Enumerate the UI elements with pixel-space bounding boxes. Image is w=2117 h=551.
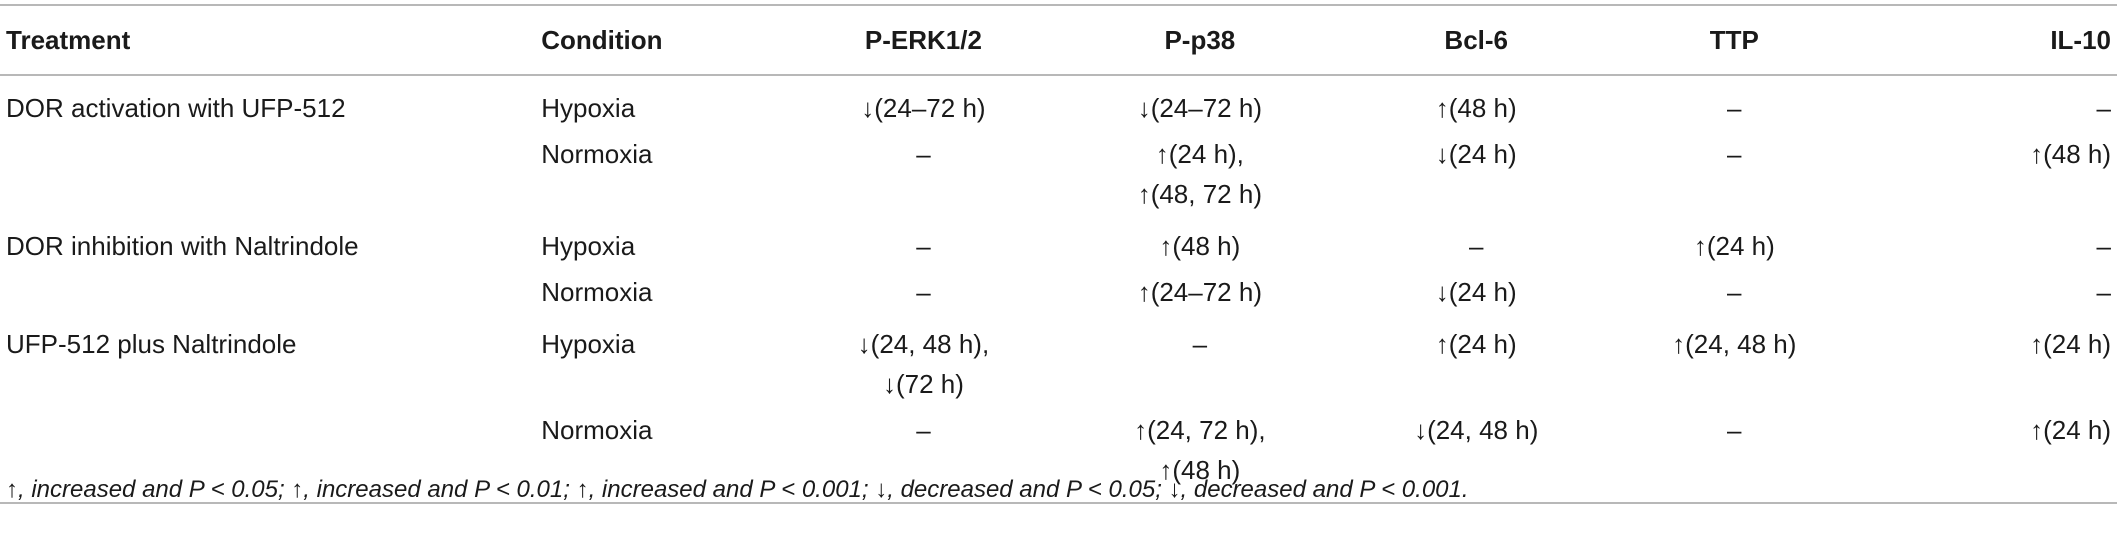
cell-il10: ↑(24 h) xyxy=(1863,404,2117,504)
cell-line: ↑(24, 48 h) xyxy=(1672,329,1797,359)
cell-condition: Normoxia xyxy=(541,277,653,307)
cell-treatment: DOR inhibition with Naltrindole xyxy=(6,231,359,261)
cell-p-p38: ↓(24–72 h) xyxy=(1053,75,1348,128)
cell-treatment: UFP-512 plus Naltrindole xyxy=(6,329,297,359)
cell-bcl6: ↑(48 h) xyxy=(1347,75,1605,128)
cell-line: ↑(24–72 h) xyxy=(1137,277,1262,307)
cell-line: ↑(24 h) xyxy=(1693,231,1775,261)
cell-treatment xyxy=(0,266,535,312)
results-table: Treatment Condition P-ERK1/2 P-p38 Bcl-6… xyxy=(0,4,2117,504)
cell-treatment xyxy=(0,404,536,504)
header-p-erk: P-ERK1/2 xyxy=(794,4,1053,76)
cell-condition: Normoxia xyxy=(541,139,653,169)
cell-ttp: – xyxy=(1605,128,1863,214)
cell-bcl6: – xyxy=(1347,214,1605,266)
table-body: DOR activation with UFP-512 Hypoxia ↓(24–7… xyxy=(0,75,2117,504)
cell-line: ↑(24 h), xyxy=(1155,139,1244,169)
cell-line: ↑(48 h) xyxy=(2030,139,2111,169)
cell-line: ↑(24 h) xyxy=(2030,415,2111,445)
cell-il10: – xyxy=(1863,266,2117,312)
cell-p-p38: ↑(24–72 h) xyxy=(1053,266,1348,312)
cell-p-erk: ↓(24–72 h) xyxy=(794,75,1052,128)
cell-line: – xyxy=(916,139,931,169)
cell-line: ↓(24, 48 h) xyxy=(1414,415,1539,445)
header-condition: Condition xyxy=(535,4,795,76)
cell-ttp: – xyxy=(1605,75,1863,128)
cell-il10: ↑(24 h) xyxy=(1863,312,2117,404)
cell-ttp: ↑(24 h) xyxy=(1605,214,1863,266)
header-p-p38: P-p38 xyxy=(1052,4,1348,76)
cell-line: ↑(48 h) xyxy=(1159,455,1241,485)
cell-p-erk: – xyxy=(794,266,1052,312)
cell-line: ↑(48 h) xyxy=(1159,231,1241,261)
cell-ttp: – xyxy=(1605,404,1864,504)
header-ttp: TTP xyxy=(1605,4,1864,76)
cell-line: – xyxy=(916,415,931,445)
cell-line: ↑(24 h) xyxy=(1435,329,1517,359)
cell-treatment: DOR activation with UFP-512 xyxy=(6,93,346,123)
cell-line: – xyxy=(916,277,931,307)
cell-treatment xyxy=(0,128,535,214)
cell-p-erk: – xyxy=(794,128,1052,214)
table-row: DOR inhibition with Naltrindole Hypoxia – ↑… xyxy=(0,214,2117,266)
cell-bcl6: ↓(24 h) xyxy=(1347,266,1605,312)
table-row: Normoxia – ↑(24, 72 h), ↑(48 h) ↓(24, 48 h) –… xyxy=(0,404,2117,504)
cell-line: ↑(24, 72 h), xyxy=(1134,415,1266,445)
cell-bcl6: ↓(24, 48 h) xyxy=(1347,404,1606,504)
cell-line: ↓(24 h) xyxy=(1435,277,1517,307)
cell-bcl6: ↓(24 h) xyxy=(1347,128,1605,214)
cell-p-p38: ↑(48 h) xyxy=(1053,214,1348,266)
cell-condition: Hypoxia xyxy=(541,231,636,261)
cell-line: – xyxy=(2096,277,2111,307)
header-treatment: Treatment xyxy=(0,4,536,76)
cell-il10: – xyxy=(1863,214,2117,266)
cell-line: – xyxy=(1727,277,1742,307)
cell-line: ↓(72 h) xyxy=(882,369,964,399)
cell-line: ↑(48 h) xyxy=(1435,93,1517,123)
cell-line: – xyxy=(1727,415,1742,445)
cell-condition: Normoxia xyxy=(535,404,795,504)
cell-p-p38: ↑(24 h), ↑(48, 72 h) xyxy=(1053,128,1348,214)
header-il10: IL-10 xyxy=(1863,4,2117,76)
cell-line: – xyxy=(2096,93,2111,123)
cell-line: – xyxy=(1468,231,1484,261)
table-footnote: ↑, increased and P < 0.05; ↑, increased … xyxy=(6,476,1469,503)
cell-condition: Hypoxia xyxy=(541,93,636,123)
table-row: DOR activation with UFP-512 Hypoxia ↓(24–7… xyxy=(0,75,2117,128)
cell-line: ↓(24, 48 h), xyxy=(857,329,990,359)
table-row: UFP-512 plus Naltrindole Hypoxia ↓(24, 48 … xyxy=(0,312,2117,404)
cell-p-erk: ↓(24, 48 h), ↓(72 h) xyxy=(794,312,1052,404)
cell-line: – xyxy=(1727,139,1742,169)
cell-line: ↑(24 h) xyxy=(2030,329,2111,359)
cell-il10: – xyxy=(1863,75,2117,128)
cell-p-p38: ↑(24, 72 h), ↑(48 h) xyxy=(1052,404,1348,504)
cell-line: – xyxy=(1727,93,1742,123)
cell-condition: Hypoxia xyxy=(541,329,636,359)
cell-ttp: – xyxy=(1605,266,1863,312)
cell-il10: ↑(48 h) xyxy=(1863,128,2117,214)
cell-line: ↓(24–72 h) xyxy=(861,93,986,123)
cell-line: ↓(24 h) xyxy=(1435,139,1517,169)
cell-ttp: ↑(24, 48 h) xyxy=(1605,312,1863,404)
cell-p-erk: – xyxy=(794,404,1053,504)
cell-line: – xyxy=(2096,231,2111,261)
cell-line: ↑(48, 72 h) xyxy=(1137,179,1262,209)
table-row: Normoxia – ↑(24 h), ↑(48, 72 h) ↓(24 h) – ↑(48… xyxy=(0,128,2117,214)
cell-line: ↓(24–72 h) xyxy=(1137,93,1262,123)
cell-line: – xyxy=(916,231,931,261)
cell-p-p38: – xyxy=(1053,312,1348,404)
header-bcl6: Bcl-6 xyxy=(1347,4,1606,76)
cell-bcl6: ↑(24 h) xyxy=(1347,312,1605,404)
cell-line: – xyxy=(1192,329,1208,359)
table-row: Normoxia – ↑(24–72 h) ↓(24 h) – – xyxy=(0,266,2117,312)
cell-p-erk: – xyxy=(794,214,1052,266)
header-row: Treatment Condition P-ERK1/2 P-p38 Bcl-6… xyxy=(0,4,2117,76)
